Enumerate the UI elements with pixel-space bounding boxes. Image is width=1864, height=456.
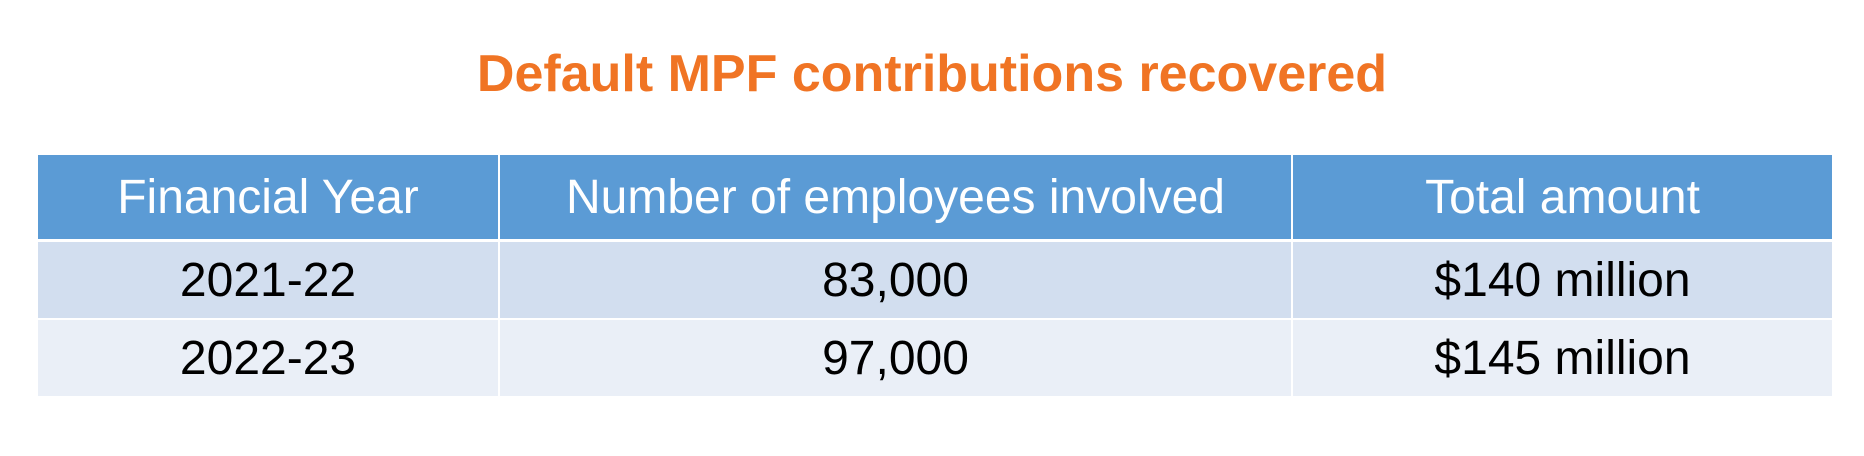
table-cell: 97,000 — [498, 318, 1293, 396]
header-cell: Total amount — [1291, 155, 1834, 241]
table: Financial Year Number of employees involv… — [36, 155, 1834, 396]
table-cell: $140 million — [1291, 239, 1834, 319]
header-cell: Number of employees involved — [498, 155, 1293, 241]
header-cell: Financial Year — [36, 155, 500, 241]
title: Default MPF contributions recovered — [476, 45, 1388, 103]
table-body: 2021-22 83,000 $140 million 2022-23 97,000 $1… — [36, 239, 1834, 396]
table-cell: 83,000 — [498, 239, 1293, 319]
header-row: Financial Year Number of employees involv… — [36, 155, 1834, 241]
table-cell: 2022-23 — [36, 318, 500, 396]
table-cell: 2021-22 — [36, 239, 500, 319]
table-row: 2022-23 97,000 $145 million — [36, 318, 1834, 396]
table-row: 2021-22 83,000 $140 million — [36, 239, 1834, 319]
table-cell: $145 million — [1291, 318, 1834, 396]
